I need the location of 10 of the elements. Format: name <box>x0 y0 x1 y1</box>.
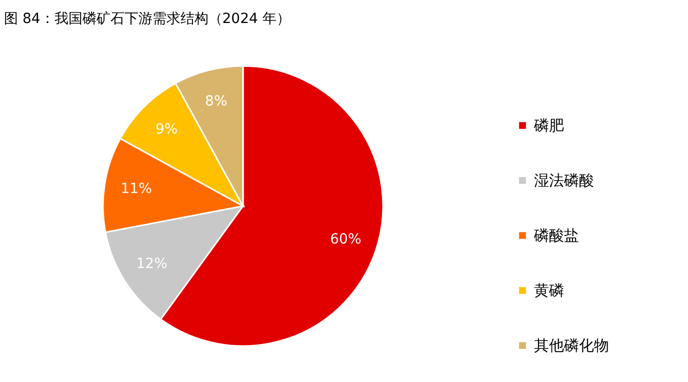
data-label: 8% <box>205 93 228 110</box>
legend-label: 磷肥 <box>533 116 564 134</box>
legend-label: 黄磷 <box>534 282 564 300</box>
legend-label: 湿法磷酸 <box>534 172 594 190</box>
legend-label: 磷酸盐 <box>533 226 579 244</box>
data-label: 11% <box>120 181 152 198</box>
legend-label: 其他磷化物 <box>534 336 609 354</box>
data-label: 60% <box>330 231 362 248</box>
data-label: 9% <box>156 122 178 138</box>
chart-title: 图 84：我国磷矿石下游需求结构（2024 年） <box>4 11 290 27</box>
